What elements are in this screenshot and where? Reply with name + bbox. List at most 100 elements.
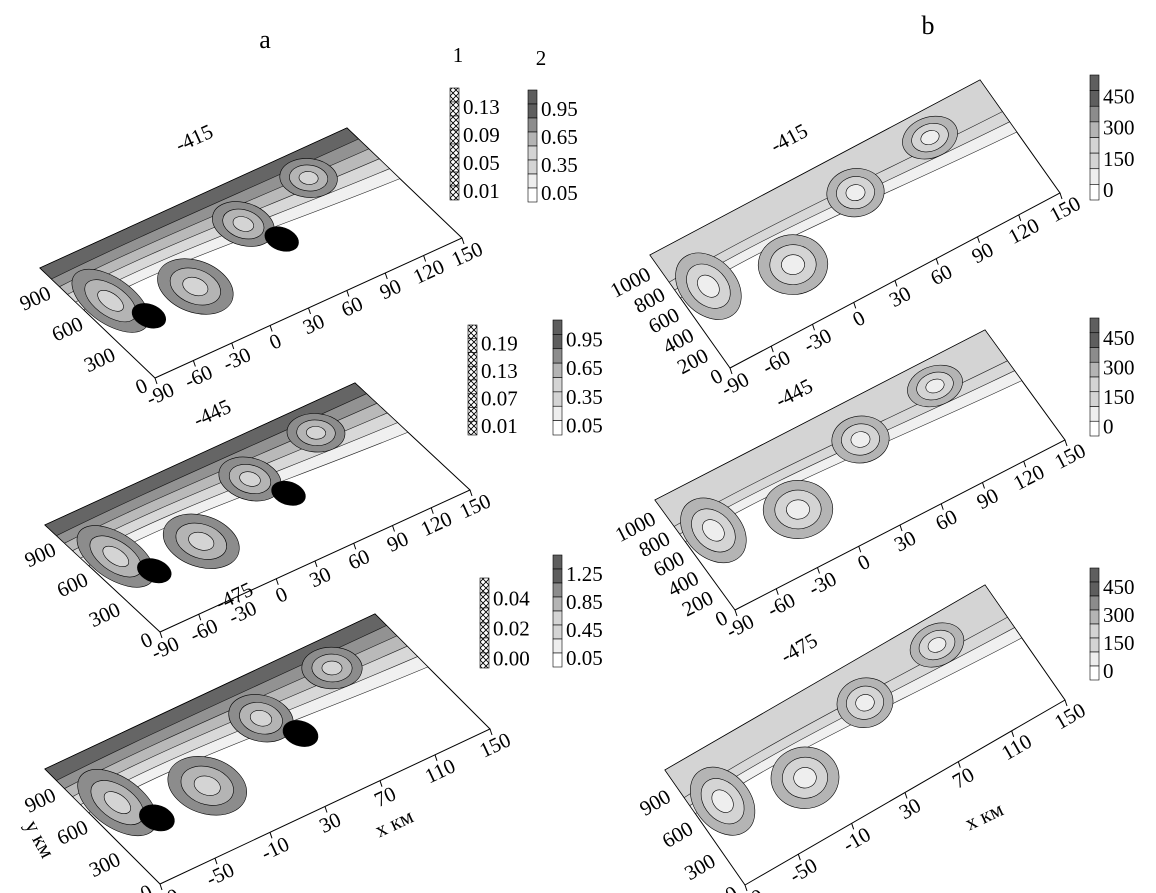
legend-swatch — [468, 353, 477, 367]
legend-label: 0.05 — [463, 151, 500, 175]
x-tick-label: 0 — [272, 582, 292, 608]
legend-label: 150 — [1103, 385, 1135, 409]
y-tick-label: 600 — [53, 567, 92, 602]
panel-label: a — [259, 25, 271, 54]
legend-label: 0.95 — [541, 97, 578, 121]
legend-swatch — [1090, 392, 1099, 407]
plot-title: -445 — [190, 394, 235, 432]
y-tick-label: 300 — [85, 597, 124, 632]
legend-label: 0.45 — [566, 618, 603, 642]
legend-swatch — [1090, 568, 1099, 582]
legend-label: 0.35 — [541, 153, 578, 177]
legend-label: 0.07 — [481, 386, 518, 410]
x-tick-label: 70 — [948, 762, 978, 793]
contour-field — [40, 128, 462, 378]
legend-label: 450 — [1103, 84, 1135, 108]
legend-swatch — [553, 611, 562, 625]
legend-label: 300 — [1103, 603, 1135, 627]
legend-swatch — [450, 172, 459, 186]
x-tick-label: -60 — [181, 360, 216, 393]
x-tick-label: 60 — [926, 259, 956, 290]
legend-swatch — [468, 408, 477, 422]
legend-swatch — [1090, 610, 1099, 624]
legend-swatch — [1090, 106, 1099, 122]
legend-swatch — [480, 593, 489, 608]
x-axis-label: x км — [961, 797, 1007, 835]
legend-swatch — [1090, 184, 1099, 200]
y-tick-label: 300 — [80, 342, 119, 377]
legend-swatch — [450, 158, 459, 172]
legend-swatch — [1090, 169, 1099, 185]
legend-swatch — [1090, 75, 1099, 91]
x-tick-label: 60 — [931, 504, 961, 535]
legend-swatch — [528, 146, 537, 160]
legend-swatch — [1090, 377, 1099, 392]
legend-swatch — [1090, 652, 1099, 666]
x-tick-label: -30 — [219, 342, 254, 375]
y-tick-label: 600 — [48, 311, 87, 346]
legend-swatch — [553, 583, 562, 597]
legend-swatch — [1090, 318, 1099, 333]
y-tick-label: 900 — [635, 784, 674, 821]
legend-swatch — [528, 104, 537, 118]
panel-label: b — [922, 11, 935, 40]
legend-header: 1 — [453, 43, 464, 67]
legend-swatch — [480, 623, 489, 638]
plot-title: -415 — [766, 118, 811, 157]
legend-swatch — [450, 102, 459, 116]
y-tick-label: 300 — [85, 847, 124, 882]
legend-label: 0 — [1103, 178, 1114, 202]
legend-label: 300 — [1103, 355, 1135, 379]
x-tick-label: 0 — [265, 328, 285, 354]
legend-swatch — [1090, 638, 1099, 652]
legend-swatch — [468, 366, 477, 380]
x-tick-label: 30 — [885, 281, 915, 312]
legend-swatch — [1090, 153, 1099, 169]
legend-swatch — [553, 639, 562, 653]
x-tick-label: 0 — [848, 305, 869, 331]
x-tick-label: 30 — [895, 793, 925, 824]
x-tick-label: 90 — [376, 274, 405, 305]
y-axis-label: y км — [20, 816, 60, 862]
y-tick-label: 300 — [680, 849, 719, 886]
legend-label: 0 — [1103, 659, 1114, 683]
legend-swatch — [553, 421, 562, 435]
legend-swatch — [553, 653, 562, 667]
y-tick-label: 900 — [21, 783, 60, 818]
x-tick-label: 0 — [854, 549, 874, 575]
legend-swatch — [450, 144, 459, 158]
y-tick-label: 600 — [53, 815, 92, 850]
legend-label: 0 — [1103, 414, 1114, 438]
x-tick-label: 30 — [315, 807, 344, 838]
y-tick-label: 900 — [21, 537, 60, 572]
x-tick-label: 90 — [973, 483, 1003, 514]
x-tick-label: -60 — [186, 614, 221, 647]
legend-label: 150 — [1103, 631, 1135, 655]
x-tick-label: 30 — [306, 562, 335, 593]
legend-swatch — [1090, 582, 1099, 596]
legend-swatch — [450, 116, 459, 130]
legend-swatch — [1090, 624, 1099, 638]
legend-swatch — [468, 325, 477, 339]
legend-swatch — [468, 394, 477, 408]
legend-label: 150 — [1103, 147, 1135, 171]
legend-swatch — [1090, 407, 1099, 422]
x-axis-label: x км — [371, 804, 417, 842]
plot-title: -475 — [776, 628, 821, 668]
legend-swatch — [553, 597, 562, 611]
plot-title: -445 — [771, 374, 816, 413]
legend-label: 0.05 — [566, 646, 603, 670]
x-tick-label: -50 — [202, 857, 238, 891]
legend-label: 0.19 — [481, 331, 518, 355]
legend-swatch — [528, 118, 537, 132]
legend-label: 0.65 — [541, 125, 578, 149]
x-tick-label: 70 — [370, 781, 399, 812]
y-tick-label: 600 — [658, 816, 697, 853]
contour-plot — [45, 383, 470, 632]
legend-swatch — [1090, 122, 1099, 138]
legend-label: 0.04 — [493, 586, 530, 610]
contour-plot — [650, 80, 1060, 368]
legend-swatch — [1090, 596, 1099, 610]
legend-swatch — [1090, 362, 1099, 377]
legend-swatch — [450, 130, 459, 144]
